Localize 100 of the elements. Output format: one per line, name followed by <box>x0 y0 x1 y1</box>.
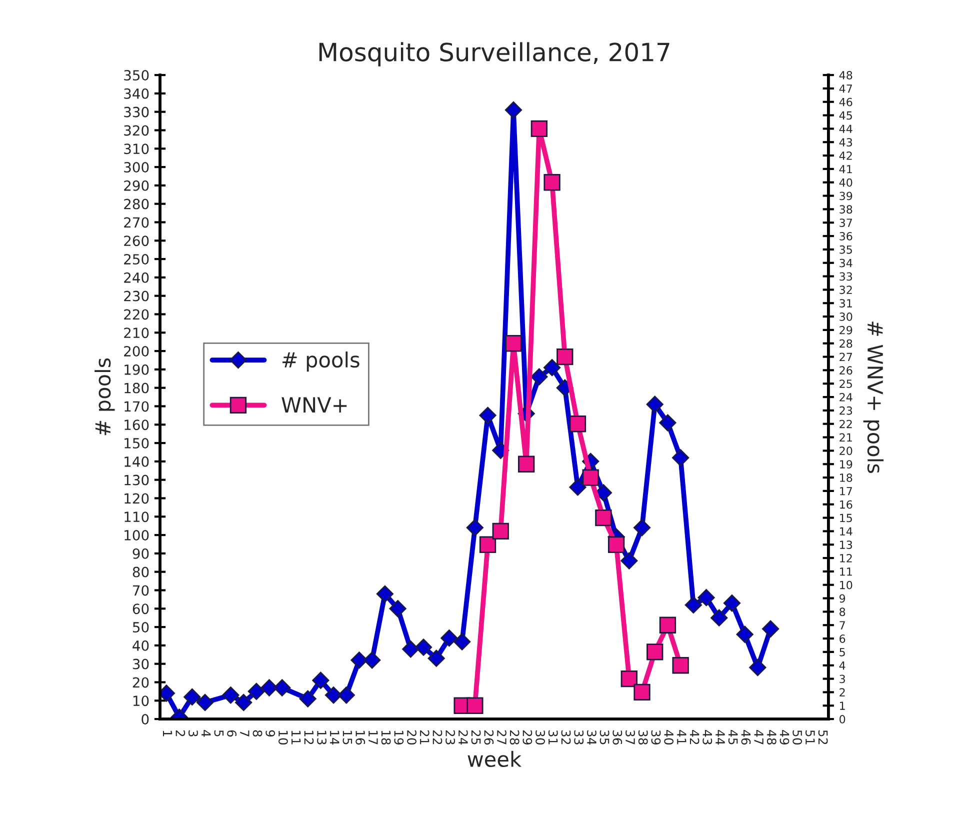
point <box>338 686 355 704</box>
point <box>466 697 484 714</box>
x-tick-label: 29 <box>522 730 532 744</box>
y2-tick-label: 19 <box>840 460 852 468</box>
point <box>569 478 586 496</box>
y2-tick-label: 4 <box>839 661 846 670</box>
y-tick-label: 150 <box>124 438 149 449</box>
x-tick-label: 11 <box>292 730 301 744</box>
y2-tick-label: 6 <box>840 634 846 643</box>
point <box>402 640 420 658</box>
x-tick-label: 3 <box>188 730 198 736</box>
x-tick-label: 1 <box>162 730 172 736</box>
y2-tick-label: 39 <box>840 192 852 200</box>
y-tick-label: 90 <box>132 548 149 559</box>
x-tick-label: 8 <box>252 730 262 737</box>
chart-title: Mosquito Surveillance, 2017 <box>319 42 670 66</box>
x-tick-label: 33 <box>574 730 584 744</box>
y2-tick-label: 48 <box>839 71 852 80</box>
y-tick-label: 50 <box>132 622 149 633</box>
point <box>466 519 484 536</box>
x-tick-label: 24 <box>458 730 468 745</box>
y2-tick-label: 28 <box>840 339 852 348</box>
y-tick-label: 60 <box>132 604 149 614</box>
y2-tick-label: 15 <box>840 514 852 522</box>
y-tick-label: 170 <box>124 401 149 412</box>
point <box>672 657 689 674</box>
x-tick-label: 51 <box>805 730 815 744</box>
point <box>364 652 381 669</box>
x-tick-label: 18 <box>381 730 391 744</box>
point <box>620 670 638 688</box>
x-tick-label: 40 <box>664 730 674 745</box>
point <box>479 536 496 553</box>
y2-tick-label: 42 <box>839 152 852 160</box>
point <box>518 456 535 472</box>
point <box>260 679 278 696</box>
x-axis-title: week <box>468 750 522 768</box>
point <box>184 688 201 706</box>
point <box>698 589 715 606</box>
point <box>544 174 560 191</box>
point <box>505 335 522 352</box>
x-tick-label: 13 <box>317 730 326 744</box>
y2-tick-label: 36 <box>840 232 852 240</box>
y-tick-label: 70 <box>133 585 149 596</box>
y2-tick-label: 3 <box>840 674 845 684</box>
x-tick-label: 16 <box>356 730 366 745</box>
y2-tick-label: 41 <box>839 165 852 174</box>
point <box>543 359 561 376</box>
point <box>389 600 406 618</box>
x-tick-label: 5 <box>214 730 224 736</box>
y-tick-label: 230 <box>124 290 149 302</box>
y-tick-label: 40 <box>132 640 149 651</box>
x-tick-label: 6 <box>227 730 237 737</box>
y-tick-label: 30 <box>132 658 149 670</box>
y2-tick-label: 43 <box>839 138 852 146</box>
y-tick-label: 290 <box>124 180 149 191</box>
x-tick-label: 46 <box>741 730 751 745</box>
y2-tick-label: 40 <box>839 178 852 187</box>
point <box>222 686 240 704</box>
x-tick-label: 19 <box>394 730 404 744</box>
point <box>723 594 741 612</box>
point <box>414 638 432 656</box>
y-tick-label: 310 <box>124 144 149 154</box>
y2-tick-label: 29 <box>840 326 852 334</box>
point <box>736 626 754 643</box>
y2-tick-label: 31 <box>840 299 852 308</box>
point <box>633 519 651 536</box>
x-tick-label: 42 <box>690 730 700 744</box>
point <box>646 396 664 413</box>
y-axis-title: # pools <box>94 358 115 436</box>
y2-tick-label: 10 <box>840 580 852 590</box>
x-tick-label: 49 <box>780 730 790 744</box>
y2-tick-label: 37 <box>840 218 852 227</box>
y2-tick-label: 24 <box>840 393 852 402</box>
x-tick-label: 44 <box>716 730 725 745</box>
point <box>299 690 316 708</box>
x-tick-label: 22 <box>432 730 442 744</box>
y-tick-label: 140 <box>124 456 149 467</box>
x-tick-label: 23 <box>446 730 456 744</box>
y2-tick-label: 0 <box>840 715 846 724</box>
y-tick-label: 240 <box>124 272 149 283</box>
y-tick-label: 80 <box>132 566 149 578</box>
y-tick-label: 20 <box>132 677 149 688</box>
point <box>196 694 214 712</box>
point <box>710 609 728 626</box>
x-tick-label: 34 <box>586 730 596 745</box>
y-tick-label: 350 <box>124 70 149 81</box>
point <box>235 694 252 712</box>
y-tick-label: 320 <box>124 125 149 136</box>
y-tick-label: 330 <box>124 106 149 118</box>
point <box>582 469 599 486</box>
y2-tick-label: 18 <box>840 474 852 482</box>
y2-tick-label: 33 <box>840 272 852 281</box>
y-tick-label: 260 <box>124 236 149 246</box>
point <box>684 596 702 614</box>
y2-tick-label: 23 <box>840 406 852 415</box>
point <box>440 630 458 647</box>
x-tick-label: 50 <box>792 730 802 745</box>
point <box>350 652 368 669</box>
point <box>479 406 496 424</box>
x-tick-label: 25 <box>471 730 481 744</box>
